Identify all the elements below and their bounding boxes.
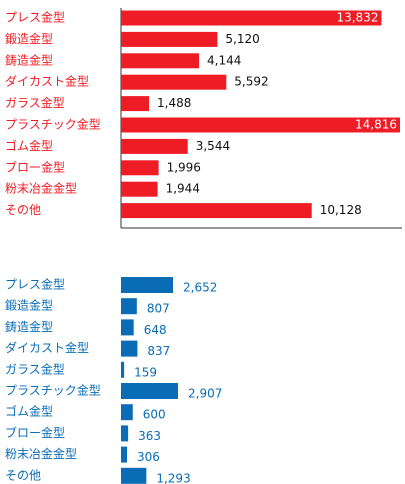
value-label: 14,816: [355, 118, 397, 132]
category-label: その他: [5, 468, 41, 482]
bar: [121, 31, 218, 47]
category-label: プラスチック金型: [5, 117, 101, 132]
bar: [121, 383, 178, 399]
value-label: 4,144: [207, 53, 241, 67]
category-label: ブロー金型: [5, 425, 65, 440]
category-label: ゴム金型: [5, 138, 53, 153]
value-label: 306: [137, 450, 160, 464]
category-label: ブロー金型: [5, 159, 65, 174]
category-label: その他: [5, 203, 41, 217]
bar: [121, 160, 159, 176]
value-label: 600: [143, 408, 166, 422]
category-label: ダイカスト金型: [5, 340, 89, 355]
value-label: 1,996: [167, 160, 201, 174]
value-label: 807: [147, 302, 170, 316]
category-label: 鋳造金型: [5, 52, 53, 67]
category-label: プレス金型: [5, 277, 65, 292]
value-label: 13,832: [336, 11, 378, 25]
value-label: 1,488: [157, 96, 191, 110]
value-label: 3,544: [196, 139, 230, 153]
value-label: 2,907: [188, 387, 222, 401]
value-label: 5,592: [234, 75, 268, 89]
value-label: 159: [134, 365, 157, 379]
category-label: 粉末冶金金型: [5, 181, 77, 196]
value-label: 5,120: [225, 32, 259, 46]
bar: [121, 74, 227, 90]
bar: [121, 404, 133, 421]
value-label: 1,293: [156, 471, 190, 484]
category-label: 粉末冶金金型: [5, 446, 77, 461]
value-label: 648: [144, 323, 167, 337]
bar: [121, 277, 173, 293]
category-label: ダイカスト金型: [5, 74, 89, 89]
bar: [121, 467, 147, 484]
category-label: ガラス金型: [5, 361, 65, 376]
category-label: ガラス金型: [5, 95, 65, 110]
bar: [121, 138, 188, 154]
value-label: 2,652: [183, 281, 217, 295]
category-label: 鍛造金型: [5, 298, 53, 313]
value-label: 363: [138, 429, 161, 443]
bar: [121, 203, 312, 219]
bar: [121, 319, 134, 336]
value-label: 1,944: [166, 182, 200, 196]
bar: [121, 298, 137, 315]
bar: [121, 53, 200, 69]
bar: [121, 425, 129, 442]
bar: [121, 361, 125, 378]
bar: [121, 117, 400, 133]
category-label: プラスチック金型: [5, 383, 101, 398]
category-label: ゴム金型: [5, 404, 53, 419]
bar: [121, 446, 127, 463]
bar: [121, 96, 150, 112]
value-label: 10,128: [320, 203, 362, 217]
category-label: 鍛造金型: [5, 31, 53, 46]
bar: [121, 10, 382, 26]
bar: [121, 340, 138, 357]
value-label: 837: [147, 344, 170, 358]
category-label: プレス金型: [5, 10, 65, 25]
bar: [121, 181, 158, 197]
category-label: 鋳造金型: [5, 319, 53, 334]
